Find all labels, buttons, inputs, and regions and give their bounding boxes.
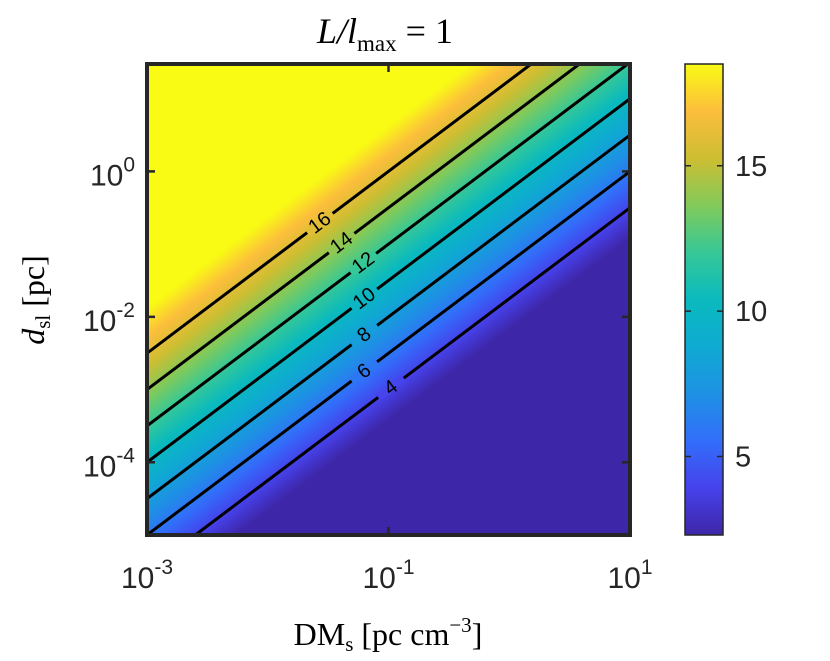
contour-line-16 <box>147 64 534 355</box>
ylabel-suffix: [pc] <box>15 255 51 315</box>
title-suffix: = 1 <box>397 11 453 51</box>
y-tick-label: 100 <box>90 153 135 192</box>
colorbar-ticks: 5 10 15 <box>685 151 767 474</box>
contour-line-12 <box>147 64 630 428</box>
contour-lines <box>147 64 630 535</box>
colorbar-fill <box>685 64 723 535</box>
contour-label-gap-14 <box>326 230 357 256</box>
ylabel-main: d <box>15 328 51 345</box>
heatmap-fill <box>147 64 630 535</box>
xlabel-suffix: [pc cm <box>353 616 449 652</box>
chart-title: L/lmax = 1 <box>316 11 453 56</box>
xlabel-main: DM <box>294 616 346 652</box>
colorbar-tick-label: 5 <box>735 442 751 474</box>
y-axis-ticks: 10-4 10-2 100 <box>83 153 630 483</box>
colorbar: 5 10 15 <box>684 63 767 536</box>
contour-label-gap-10 <box>349 285 380 312</box>
y-tick-label: 10-4 <box>83 444 135 483</box>
contour-line-14 <box>147 64 582 391</box>
x-tick-label: 101 <box>607 556 652 595</box>
x-axis-label: DMs [pc cm−3] <box>294 613 483 656</box>
xlabel-close: ] <box>472 616 483 652</box>
colorbar-tick-label: 15 <box>735 151 767 183</box>
x-tick-label: 10-1 <box>362 556 414 595</box>
x-axis-ticks: 10-3 10-1 101 <box>121 64 653 595</box>
title-main: L/l <box>316 11 357 51</box>
y-tick-label: 10-2 <box>83 299 135 338</box>
colorbar-tick-label: 10 <box>735 296 767 328</box>
xlabel-superscript: −3 <box>449 613 471 637</box>
contour-label-gap-12 <box>348 250 379 276</box>
xlabel-subscript: s <box>345 632 353 656</box>
contour-line-6 <box>147 170 630 535</box>
ylabel-subscript: sl <box>31 315 55 329</box>
colorbar-frame <box>684 63 724 536</box>
contour-line-10 <box>147 97 630 464</box>
contour-label-gap-8 <box>349 322 380 348</box>
y-axis-label: dsl [pc] <box>15 255 55 345</box>
contour-label-gap-4 <box>375 374 407 401</box>
contour-label-gap-16 <box>304 210 336 236</box>
contour-line-8 <box>147 133 630 500</box>
contour-label-gap-6 <box>349 358 380 385</box>
title-subscript: max <box>357 31 397 56</box>
x-tick-label: 10-3 <box>121 556 173 595</box>
